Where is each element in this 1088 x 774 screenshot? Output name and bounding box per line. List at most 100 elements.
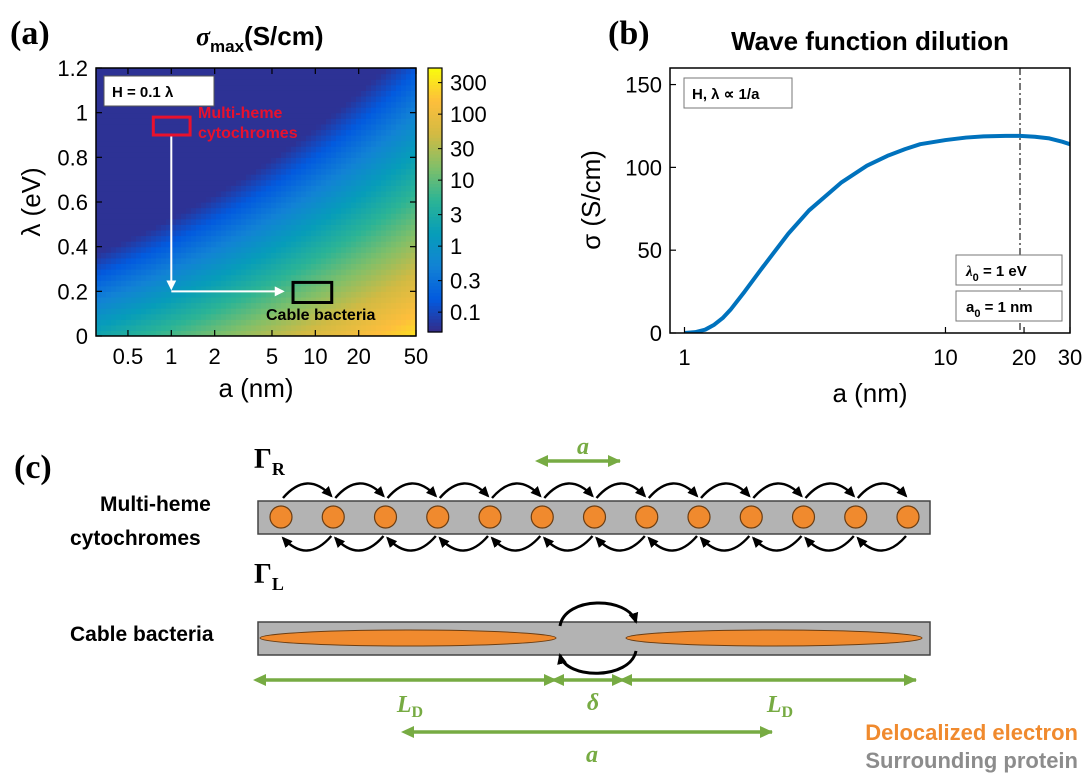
heatmap-cell: [366, 269, 372, 276]
heatmap-cell: [266, 84, 272, 91]
heatmap-cell: [241, 151, 247, 158]
heatmap-cell: [131, 252, 137, 259]
heatmap-cell: [171, 224, 177, 231]
heatmap-cell: [216, 274, 222, 281]
heatmap-cell: [266, 207, 272, 214]
heatmap-cell: [101, 146, 107, 153]
heatmap-cell: [336, 202, 342, 209]
heatmap-cell: [301, 302, 307, 309]
heatmap-cell: [411, 207, 416, 214]
heatmap-cell: [291, 224, 297, 231]
heme-site: [739, 505, 763, 529]
heatmap-cell: [411, 324, 416, 332]
heatmap-cell: [411, 291, 416, 298]
heatmap-cell: [321, 174, 327, 181]
heatmap-cell: [216, 73, 222, 80]
heatmap-cell: [106, 224, 112, 231]
heatmap-cell: [331, 101, 337, 108]
heatmap-cell: [141, 274, 147, 281]
heatmap-cell: [311, 319, 317, 326]
heatmap-cell: [371, 213, 377, 220]
heatmap-cell: [136, 330, 142, 336]
heatmap-cell: [216, 168, 222, 175]
heatmap-cell: [256, 146, 262, 153]
heatmap-cell: [296, 95, 302, 103]
heatmap-cell: [111, 207, 117, 214]
heatmap-cell: [396, 140, 402, 147]
colorbar-segment: [428, 143, 442, 148]
heatmap-cell: [196, 185, 202, 192]
heatmap-cell: [96, 185, 102, 192]
heatmap-cell: [311, 140, 317, 147]
heatmap-cell: [246, 313, 252, 320]
heatmap-cell: [141, 107, 147, 114]
heatmap-cell: [401, 151, 407, 158]
heatmap-cell: [166, 257, 172, 265]
heatmap-cell: [151, 296, 157, 304]
heatmap-cell: [186, 263, 192, 270]
heatmap-cell: [311, 95, 317, 103]
heatmap-cell: [321, 269, 327, 276]
heatmap-cell: [316, 157, 322, 164]
heatmap-cell: [351, 107, 357, 114]
colorbar-segment: [428, 322, 442, 326]
heatmap-cell: [96, 302, 102, 309]
heatmap-cell: [101, 213, 107, 220]
heatmap-cell: [116, 218, 122, 225]
heatmap-cell: [356, 196, 362, 203]
heatmap-cell: [181, 319, 187, 326]
heatmap-cell: [206, 330, 212, 336]
colorbar-segment: [428, 157, 442, 161]
heatmap-cell: [401, 285, 407, 292]
heatmap-cell: [271, 162, 277, 170]
heatmap-cell: [116, 151, 122, 158]
colorbar-segment: [428, 305, 442, 310]
heatmap-cell: [101, 324, 107, 332]
heatmap-cell: [271, 146, 277, 153]
heatmap-cell: [201, 140, 207, 147]
heatmap-cell: [196, 274, 202, 281]
heatmap-cell: [361, 101, 367, 108]
heatmap-cell: [211, 162, 217, 170]
heatmap-cell: [401, 330, 407, 336]
colorbar-segment: [428, 127, 442, 132]
heatmap-cell: [176, 324, 182, 332]
heatmap-cell: [316, 269, 322, 276]
heatmap-cell: [356, 285, 362, 292]
heatmap-cell: [136, 285, 142, 292]
heatmap-cell: [231, 168, 237, 175]
heatmap-cell: [146, 269, 152, 276]
heatmap-cell: [271, 313, 277, 320]
heatmap-cell: [396, 224, 402, 231]
heatmap-cell: [356, 129, 362, 136]
heatmap-cell: [301, 112, 307, 119]
heatmap-cell: [326, 241, 332, 248]
heatmap-cell: [291, 95, 297, 103]
heatmap-cell: [96, 330, 102, 336]
heatmap-cell: [261, 190, 267, 198]
heatmap-cell: [401, 107, 407, 114]
heatmap-cell: [371, 79, 377, 86]
heatmap-cell: [281, 213, 287, 220]
colorbar-segment: [428, 81, 442, 86]
colorbar-segment: [428, 223, 442, 227]
heatmap-cell: [306, 218, 312, 225]
heatmap-cell: [336, 135, 342, 142]
heatmap-cell: [251, 79, 257, 86]
heatmap-cell: [121, 319, 127, 326]
heatmap-cell: [321, 79, 327, 86]
heatmap-cell: [251, 140, 257, 147]
heatmap-cell: [126, 213, 132, 220]
heatmap-cell: [406, 107, 412, 114]
heatmap-cell: [266, 274, 272, 281]
heatmap-cell: [186, 207, 192, 214]
heatmap-cell: [101, 313, 107, 320]
heatmap-cell: [271, 229, 277, 237]
heatmap-cell: [376, 68, 382, 75]
colorbar-segment: [428, 239, 442, 244]
heatmap-cell: [371, 324, 377, 332]
heatmap-cell: [386, 151, 392, 158]
heatmap-cell: [126, 252, 132, 259]
heatmap-cell: [246, 207, 252, 214]
heatmap-cell: [286, 185, 292, 192]
